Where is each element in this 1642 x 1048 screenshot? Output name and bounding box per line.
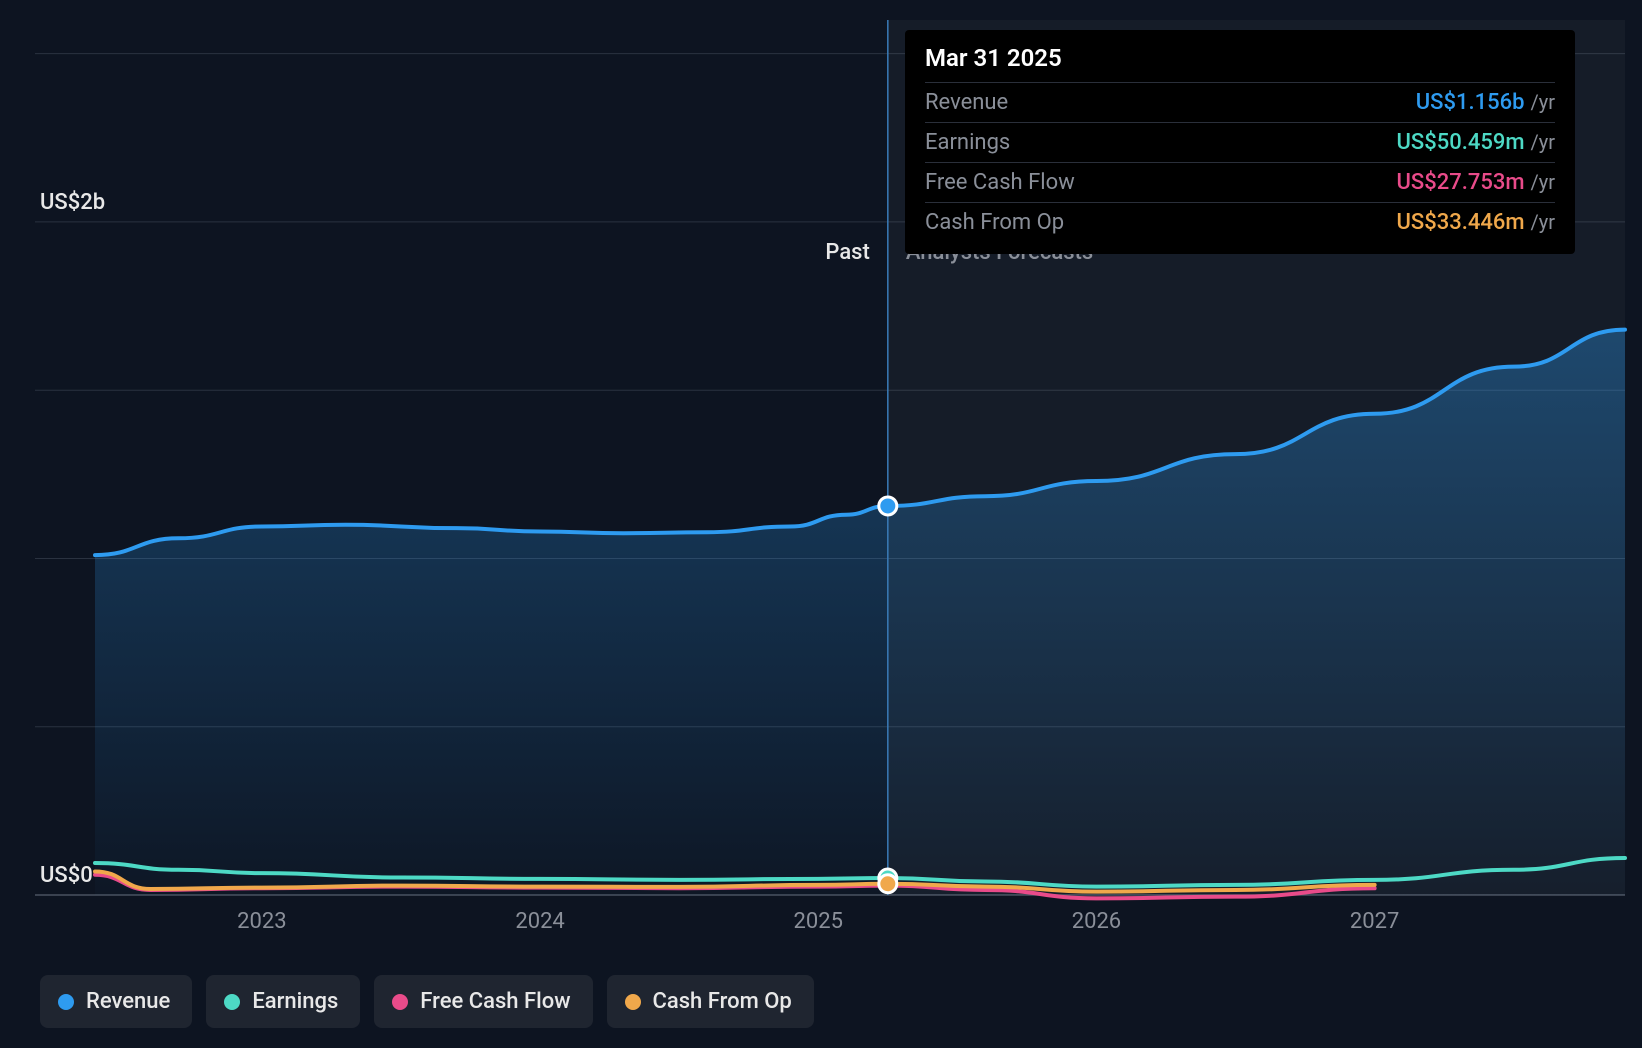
financials-chart: US$0US$2b 20232024202520262027 PastAnaly… — [0, 0, 1642, 1048]
chart-tooltip: Mar 31 2025 Revenue US$1.156b/yr Earnings U… — [905, 30, 1575, 254]
x-axis-label: 2024 — [515, 909, 564, 934]
tooltip-row-value: US$1.156b — [1416, 90, 1525, 115]
tooltip-row-label: Cash From Op — [925, 210, 1064, 235]
tooltip-row-label: Free Cash Flow — [925, 170, 1075, 195]
legend-dot — [224, 994, 240, 1010]
chart-legend: Revenue Earnings Free Cash Flow Cash From O… — [40, 975, 814, 1028]
x-axis-label: 2023 — [237, 909, 286, 934]
legend-label: Free Cash Flow — [420, 989, 570, 1014]
legend-item-revenue[interactable]: Revenue — [40, 975, 192, 1028]
x-axis-label: 2027 — [1350, 909, 1399, 934]
tooltip-row: Cash From Op US$33.446m/yr — [925, 202, 1555, 242]
legend-item-free-cash-flow[interactable]: Free Cash Flow — [374, 975, 592, 1028]
revenue-highlight-marker — [879, 497, 897, 515]
tooltip-row-label: Revenue — [925, 90, 1008, 115]
tooltip-row-label: Earnings — [925, 130, 1010, 155]
y-axis-label: US$2b — [40, 190, 105, 215]
tooltip-row-value: US$33.446m — [1396, 210, 1524, 235]
legend-dot — [58, 994, 74, 1010]
past-label: Past — [825, 240, 869, 265]
tooltip-row-value: US$50.459m — [1396, 130, 1524, 155]
tooltip-row-unit: /yr — [1531, 210, 1556, 234]
legend-item-earnings[interactable]: Earnings — [206, 975, 360, 1028]
tooltip-row: Revenue US$1.156b/yr — [925, 82, 1555, 122]
y-axis-label: US$0 — [40, 863, 93, 888]
cash_from_op-highlight-marker — [879, 875, 897, 893]
legend-dot — [625, 994, 641, 1010]
tooltip-row-unit: /yr — [1531, 90, 1556, 114]
tooltip-row-value: US$27.753m — [1396, 170, 1524, 195]
tooltip-row-unit: /yr — [1531, 170, 1556, 194]
legend-label: Revenue — [86, 989, 170, 1014]
tooltip-row-unit: /yr — [1531, 130, 1556, 154]
legend-item-cash-from-op[interactable]: Cash From Op — [607, 975, 814, 1028]
legend-label: Cash From Op — [653, 989, 792, 1014]
x-axis-label: 2026 — [1072, 909, 1121, 934]
tooltip-row: Free Cash Flow US$27.753m/yr — [925, 162, 1555, 202]
tooltip-date: Mar 31 2025 — [925, 44, 1555, 82]
tooltip-row: Earnings US$50.459m/yr — [925, 122, 1555, 162]
legend-dot — [392, 994, 408, 1010]
legend-label: Earnings — [252, 989, 338, 1014]
x-axis-label: 2025 — [794, 909, 843, 934]
